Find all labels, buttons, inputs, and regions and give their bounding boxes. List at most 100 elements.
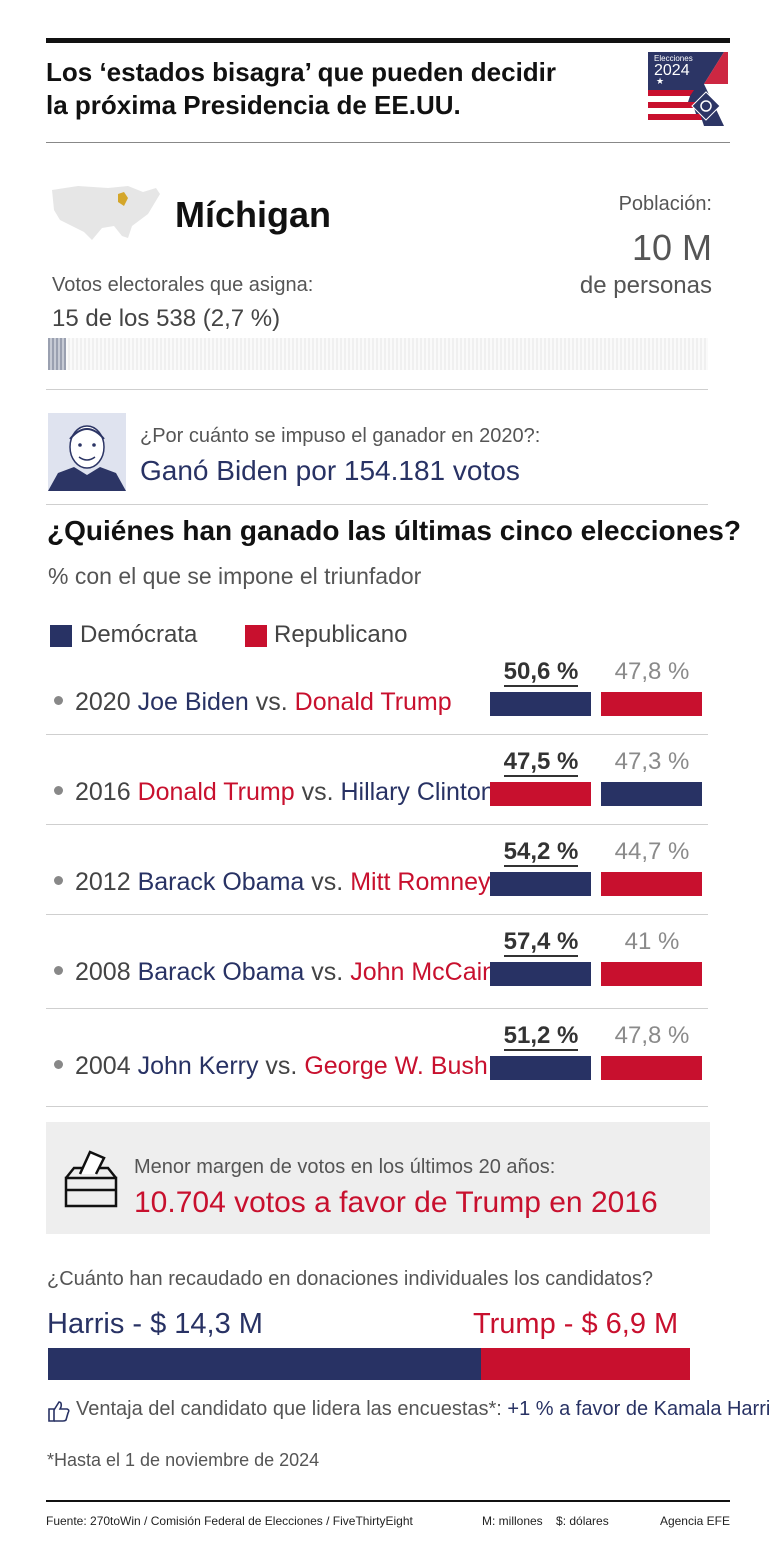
row-loser-name: Donald Trump [294,688,452,716]
row-2008-title: 2008 Barack Obama vs. John McCain [54,958,496,987]
row-divider [46,1106,708,1107]
harris-donation-bar [48,1348,481,1380]
polls-text: Ventaja del candidato que lidera las enc… [76,1398,502,1420]
top-rule [46,38,730,43]
row-vs: vs. [311,868,344,896]
electoral-value: 15 de los 538 (2,7 %) [52,305,281,332]
row-winner-name: Donald Trump [137,778,295,806]
row-winner-name: Barack Obama [137,868,305,896]
row-2016-winner-bar [490,782,591,806]
row-vs: vs. [311,958,344,986]
thumbs-up-icon [47,1400,71,1427]
row-vs: vs. [265,1052,298,1080]
row-year: 2008 [75,958,131,986]
row-2004-winner-bar [490,1056,591,1080]
legend-dem-swatch [50,625,72,647]
row-year: 2020 [75,688,131,716]
row-loser-name: John McCain [350,958,497,986]
page-title-line-1: Los ‘estados bisagra’ que pueden decidir [46,57,557,87]
footer-units: M: millones $: dólares [482,1514,609,1528]
row-2016-winner-pct: 47,5 % [490,748,592,777]
row-2020-winner-pct: 50,6 % [490,658,592,687]
page-title-line-2: la próxima Presidencia de EE.UU. [46,90,461,120]
margin-value: 10.704 votos a favor de Trump en 2016 [134,1186,658,1219]
state-name: Míchigan [175,194,332,235]
row-2008-winner-pct: 57,4 % [490,928,592,957]
svg-text:★: ★ [656,76,664,86]
row-2020-loser-bar [601,692,702,716]
row-winner-name: Barack Obama [137,958,305,986]
polls-text-line: Ventaja del candidato que lidera las enc… [76,1398,770,1421]
row-2012-loser-bar [601,872,702,896]
history-title: ¿Quiénes han ganado las últimas cinco el… [47,515,741,546]
row-loser-name: Hillary Clinton [340,778,495,806]
row-loser-name: Mitt Romney [350,868,491,896]
bullet-dot [54,695,63,705]
legend-dem-label: Demócrata [80,621,198,648]
history-subtitle: % con el que se impone el triunfador [48,563,422,589]
row-2016-loser-bar [601,782,702,806]
row-2004-loser-pct: 47,8 % [614,1022,690,1049]
row-2004-loser-bar [601,1056,702,1080]
population-label: Población: [618,193,712,215]
winner-pct-label: 51,2 % [503,1022,579,1051]
legend-rep-swatch [245,625,267,647]
electoral-bar-track [48,338,708,370]
population-value: 10 M [631,227,712,268]
row-divider [46,824,708,825]
row-2012-winner-pct: 54,2 % [490,838,592,867]
logo-text-year: 2024 [654,62,690,79]
row-divider [46,1008,708,1009]
margin-box [46,1122,710,1234]
winner-pct-label: 50,6 % [503,658,579,687]
result-2020-answer: Ganó Biden por 154.181 votos [140,455,520,486]
row-winner-name: Joe Biden [137,688,249,716]
row-2020-winner-bar [490,692,591,716]
footer-source: Fuente: 270toWin / Comisión Federal de E… [46,1514,413,1528]
electoral-bar-fill [48,338,66,370]
row-year: 2012 [75,868,131,896]
margin-label: Menor margen de votos en los últimos 20 … [134,1156,556,1178]
bullet-dot [54,1059,63,1069]
row-divider [46,914,708,915]
biden-portrait [48,413,126,491]
winner-pct-label: 54,2 % [503,838,579,867]
row-2008-winner-bar [490,962,591,986]
polls-value: +1 % a favor de Kamala Harris [507,1398,770,1420]
donations-question: ¿Cuánto han recaudado en donaciones indi… [47,1268,653,1290]
electoral-label: Votos electorales que asigna: [52,274,314,296]
row-2012-loser-pct: 44,7 % [614,838,690,865]
harris-donation-label: Harris - $ 14,3 M [47,1308,263,1340]
bullet-dot [54,785,63,795]
row-vs: vs. [301,778,334,806]
row-2016-loser-pct: 47,3 % [614,748,690,775]
trump-donation-label: Trump - $ 6,9 M [473,1308,679,1340]
bullet-dot [54,875,63,885]
row-2020-loser-pct: 47,8 % [614,658,690,685]
row-divider [46,734,708,735]
row-2012-title: 2012 Barack Obama vs. Mitt Romney [54,868,491,897]
elections-logo: ★ Elecciones 2024 [644,50,728,128]
winner-pct-label: 57,4 % [503,928,579,957]
footer-agency: Agencia EFE [659,1514,730,1528]
population-unit: de personas [579,272,712,299]
result-2020-question: ¿Por cuánto se impuso el ganador en 2020… [140,425,541,447]
ballot-box-icon [60,1148,122,1215]
row-2004-winner-pct: 51,2 % [490,1022,592,1051]
trump-donation-bar [481,1348,690,1380]
bullet-dot [54,965,63,975]
row-2020-title: 2020 Joe Biden vs. Donald Trump [54,688,452,717]
row-loser-name: George W. Bush [304,1052,488,1080]
header-divider [46,142,730,143]
row-winner-name: John Kerry [137,1052,259,1080]
row-2016-title: 2016 Donald Trump vs. Hillary Clinton [54,778,495,807]
polls-footnote: *Hasta el 1 de noviembre de 2024 [47,1450,320,1470]
us-map-icon [48,180,163,255]
row-2004-title: 2004 John Kerry vs. George W. Bush [54,1052,488,1081]
row-2008-loser-pct: 41 % [624,928,680,955]
footer-divider [46,1500,730,1502]
row-2012-winner-bar [490,872,591,896]
legend-rep-label: Republicano [274,621,408,648]
page-title: Los ‘estados bisagra’ que pueden decidir… [46,56,556,122]
row-2008-loser-bar [601,962,702,986]
